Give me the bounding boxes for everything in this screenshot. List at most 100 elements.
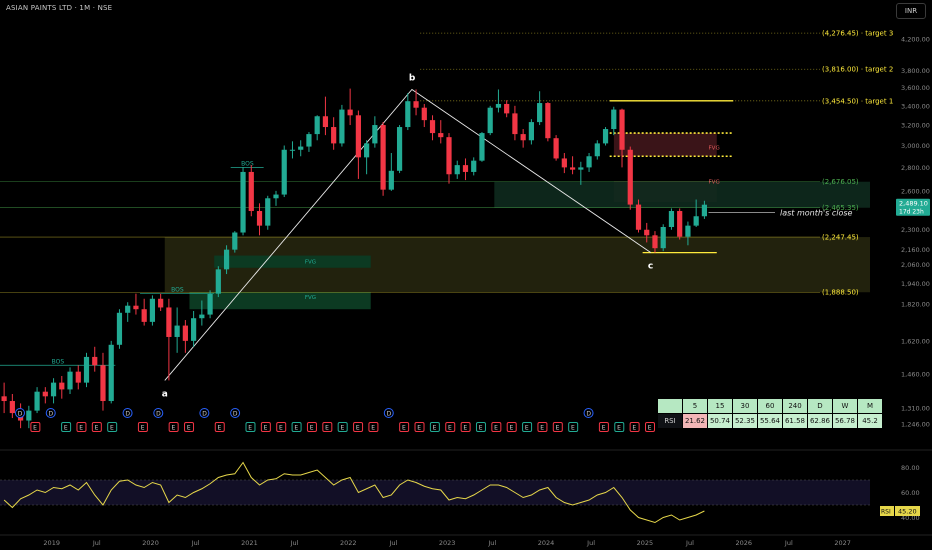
candle-body [240, 171, 246, 233]
candle-body [388, 170, 394, 190]
price-line-label: (3,816.00) · target 2 [822, 66, 893, 74]
event-marker-shape [306, 422, 317, 432]
price-axis-label: 3,200.00 [901, 122, 930, 130]
candle-body [668, 211, 675, 228]
rsi-table-corner [657, 398, 683, 414]
event-marker-label: E [340, 424, 344, 431]
event-marker-label: E [79, 424, 83, 431]
candle-body [685, 225, 691, 237]
event-marker: D [153, 408, 164, 418]
candle-body [693, 216, 699, 226]
event-marker: E [184, 422, 195, 432]
candle-body [405, 101, 411, 128]
event-marker-shape [214, 422, 225, 432]
time-axis-label: 2026 [735, 539, 752, 547]
price-axis-label: 3,400.00 [901, 102, 930, 110]
time-axis-label: Jul [191, 539, 200, 547]
candle-body [223, 249, 230, 270]
event-marker: E [475, 422, 486, 432]
swing-label: c [648, 262, 653, 272]
event-marker: E [137, 422, 148, 432]
event-marker: E [537, 422, 548, 432]
rsi-timeframe-table: 5 15 30 60 240 D W M RSI 21.62 50.74 52.… [657, 398, 883, 429]
candle-body [215, 269, 221, 294]
time-axis-label: 2021 [241, 539, 258, 547]
event-marker: E [491, 422, 502, 432]
event-marker: E [276, 422, 287, 432]
event-marker-shape [137, 422, 148, 432]
event-marker-label: E [187, 424, 191, 431]
event-marker: E [368, 422, 379, 432]
candle-body [471, 160, 477, 172]
candle-body [34, 391, 40, 411]
event-marker-label: D [233, 410, 238, 417]
event-marker-label: E [325, 424, 329, 431]
rsi-table-header: 5 [682, 398, 708, 414]
time-axis-label: Jul [586, 539, 595, 547]
candle-body [487, 107, 493, 134]
event-marker-shape [276, 422, 287, 432]
rsi-band [0, 480, 870, 505]
rsi-table-value: 50.74 [707, 413, 733, 429]
candle-body [265, 198, 271, 226]
candle-body [199, 314, 205, 319]
price-line-label: (4,276.45) · target 3 [822, 30, 893, 38]
event-marker: E [76, 422, 87, 432]
candle-body [635, 204, 642, 230]
event-marker-shape [414, 422, 425, 432]
candle-body [339, 109, 345, 144]
event-marker-shape [629, 422, 640, 432]
candle-body [578, 167, 584, 170]
event-marker-label: D [125, 410, 130, 417]
rsi-table-value: 61.58 [782, 413, 808, 429]
candle-body [660, 227, 666, 249]
event-marker: E [522, 422, 533, 432]
candle-body [528, 122, 534, 141]
price-axis-label: 2,300.00 [901, 226, 930, 234]
event-marker-label: E [494, 424, 498, 431]
rsi-table-header: M [857, 398, 883, 414]
event-marker: E [322, 422, 333, 432]
price-axis-label: 4,200.00 [901, 35, 930, 43]
event-marker-shape [475, 422, 486, 432]
price-axis-label: 2,160.00 [901, 246, 930, 254]
candle-body [586, 156, 592, 168]
event-marker-label: E [617, 424, 621, 431]
fvg-label: FVG [305, 295, 316, 301]
event-marker-shape [322, 422, 333, 432]
event-marker-label: D [387, 410, 392, 417]
event-marker: D [230, 408, 241, 418]
event-marker-label: D [156, 410, 161, 417]
event-marker-label: E [294, 424, 298, 431]
event-marker-label: E [110, 424, 114, 431]
currency-button[interactable]: INR [896, 3, 926, 19]
rsi-table-header: 30 [732, 398, 758, 414]
rsi-name-label: RSI [881, 509, 891, 516]
event-marker-shape [522, 422, 533, 432]
event-marker: E [568, 422, 579, 432]
candle-body [413, 101, 419, 108]
event-marker: E [445, 422, 456, 432]
candle-body [331, 127, 337, 144]
price-line-label: (1,888.50) [822, 289, 859, 297]
event-marker-shape [76, 422, 87, 432]
event-marker-shape [383, 408, 394, 418]
current-price-countdown: 17d 23h [899, 209, 924, 216]
price-line-label: (2,676.05) [822, 178, 859, 186]
candle-body [553, 138, 559, 159]
event-marker: E [460, 422, 471, 432]
candle-body [545, 103, 551, 139]
candle-body [108, 344, 114, 402]
event-marker-label: E [171, 424, 175, 431]
event-marker-shape [30, 422, 41, 432]
event-marker: E [506, 422, 517, 432]
candle-body [347, 109, 353, 116]
candle-body [520, 134, 526, 141]
event-marker-shape [552, 422, 563, 432]
symbol-title: ASIAN PAINTS LTD · 1M · NSE [6, 4, 113, 12]
price-axis-label: 1,820.00 [901, 300, 930, 308]
event-marker: E [337, 422, 348, 432]
event-marker-shape [429, 422, 440, 432]
candle-body [9, 401, 15, 414]
